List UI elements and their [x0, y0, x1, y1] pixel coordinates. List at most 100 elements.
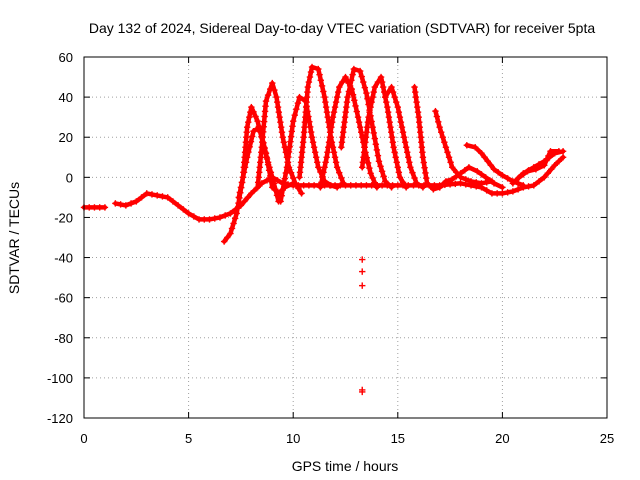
data-point-marker — [439, 134, 446, 141]
data-point-marker — [355, 118, 363, 126]
data-point-marker — [372, 141, 380, 148]
data-point-marker — [369, 174, 376, 182]
data-point-marker — [388, 134, 396, 141]
data-point-marker — [310, 144, 318, 151]
data-point-marker — [122, 202, 130, 209]
data-point-marker — [423, 180, 431, 187]
data-point-marker — [419, 184, 427, 191]
data-point-marker — [389, 88, 397, 96]
data-point-marker — [367, 103, 374, 111]
data-point-marker — [295, 185, 302, 192]
data-point-marker — [324, 149, 331, 156]
data-point-marker — [395, 108, 403, 116]
series-outliers — [359, 256, 366, 396]
x-tick-label: 25 — [600, 431, 614, 446]
data-point-marker — [366, 108, 373, 116]
data-point-marker — [398, 123, 406, 131]
data-point-marker — [330, 149, 338, 156]
data-point-marker — [504, 189, 511, 196]
data-point-marker — [457, 180, 464, 187]
data-point-marker — [101, 204, 109, 211]
data-point-marker — [407, 164, 414, 171]
data-point-marker — [467, 178, 475, 185]
data-point-marker — [352, 102, 359, 110]
data-point-marker — [227, 230, 234, 237]
data-point-marker — [304, 83, 312, 91]
data-point-marker — [264, 91, 272, 99]
data-point-marker — [290, 117, 297, 125]
data-point-marker — [336, 169, 343, 176]
data-point-marker — [220, 238, 228, 245]
data-point-marker — [369, 93, 376, 101]
data-point-marker — [331, 154, 339, 161]
data-point-marker — [423, 174, 430, 182]
series-track-main — [112, 154, 567, 223]
data-point-marker — [420, 159, 427, 166]
data-point-marker — [359, 256, 366, 263]
data-point-marker — [313, 154, 320, 161]
data-point-marker — [230, 220, 237, 227]
data-point-marker — [377, 163, 384, 170]
data-point-marker — [252, 113, 259, 120]
data-point-marker — [293, 105, 300, 113]
data-point-marker — [133, 198, 140, 205]
data-point-marker — [241, 198, 248, 205]
data-point-marker — [465, 164, 473, 171]
data-point-marker — [326, 134, 334, 141]
data-point-marker — [307, 123, 314, 131]
data-point-marker — [234, 205, 241, 212]
data-point-marker — [190, 213, 198, 220]
data-point-marker — [236, 189, 244, 196]
data-point-marker — [442, 144, 450, 151]
data-point-marker — [235, 199, 242, 207]
data-point-marker — [265, 167, 273, 174]
data-point-marker — [298, 190, 305, 197]
data-point-marker — [328, 118, 336, 126]
data-point-marker — [309, 139, 317, 146]
data-point-marker — [380, 173, 387, 180]
data-point-marker — [245, 118, 252, 126]
data-point-marker — [248, 133, 256, 140]
data-point-marker — [520, 182, 527, 189]
data-point-marker — [248, 103, 255, 111]
data-point-marker — [231, 215, 239, 222]
data-point-marker — [371, 83, 378, 91]
data-point-marker — [332, 159, 340, 166]
data-point-marker — [332, 98, 340, 106]
data-point-marker — [328, 123, 335, 131]
data-point-marker — [396, 113, 404, 121]
data-point-marker — [393, 159, 400, 166]
data-point-marker — [277, 118, 284, 126]
data-point-marker — [235, 194, 243, 201]
data-point-marker — [436, 184, 443, 191]
plot-frame — [83, 56, 608, 419]
data-point-marker — [292, 180, 299, 187]
data-point-marker — [375, 158, 383, 165]
series-track-o — [515, 148, 563, 181]
data-point-marker — [442, 178, 450, 185]
data-point-marker — [316, 71, 323, 78]
data-point-marker — [330, 108, 338, 116]
data-point-marker — [413, 180, 420, 187]
data-point-marker — [404, 149, 411, 156]
data-point-marker — [361, 84, 369, 91]
data-point-marker — [248, 190, 255, 197]
data-point-marker — [525, 183, 532, 190]
data-point-marker — [448, 164, 456, 171]
data-point-marker — [399, 129, 407, 136]
data-point-marker — [250, 128, 257, 135]
data-point-marker — [406, 159, 413, 166]
data-point-marker — [392, 154, 399, 161]
data-point-marker — [320, 88, 327, 95]
data-point-marker — [314, 159, 321, 166]
data-point-marker — [262, 150, 270, 157]
data-point-marker — [419, 154, 427, 161]
data-point-marker — [282, 169, 290, 177]
data-point-marker — [358, 73, 365, 80]
data-point-marker — [280, 139, 287, 146]
data-point-marker — [353, 108, 360, 115]
data-point-marker — [238, 179, 246, 186]
data-point-marker — [279, 186, 286, 194]
data-point-marker — [325, 139, 333, 146]
data-point-marker — [559, 154, 567, 161]
